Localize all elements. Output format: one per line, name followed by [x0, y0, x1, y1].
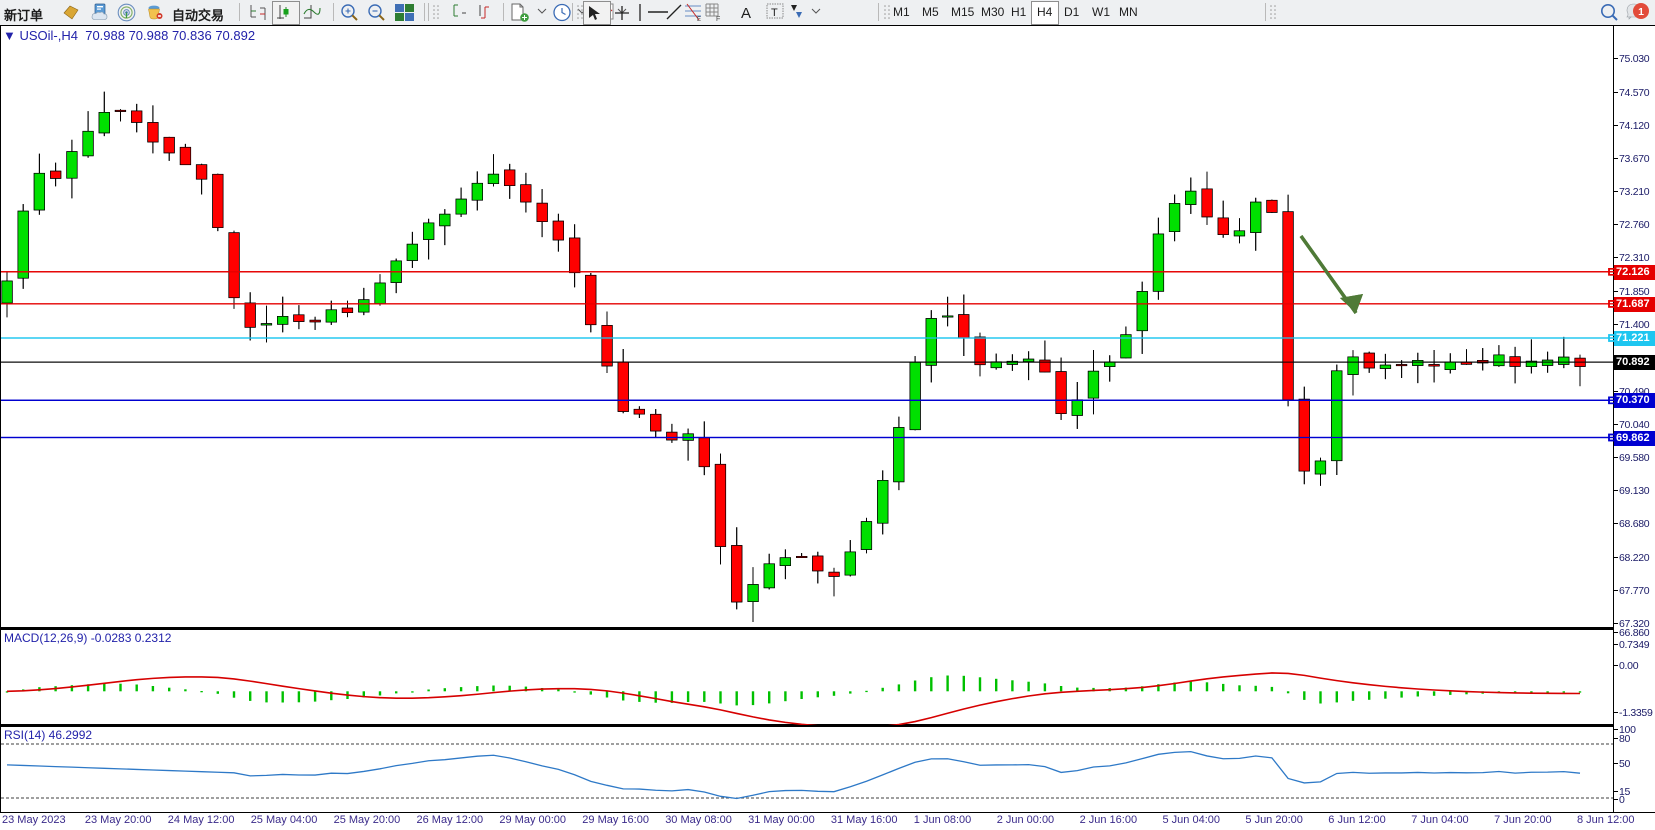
svg-text:E: E: [697, 17, 701, 22]
svg-text:1: 1: [1638, 6, 1644, 18]
svg-text:T: T: [771, 7, 778, 19]
svg-text:F: F: [716, 16, 720, 22]
